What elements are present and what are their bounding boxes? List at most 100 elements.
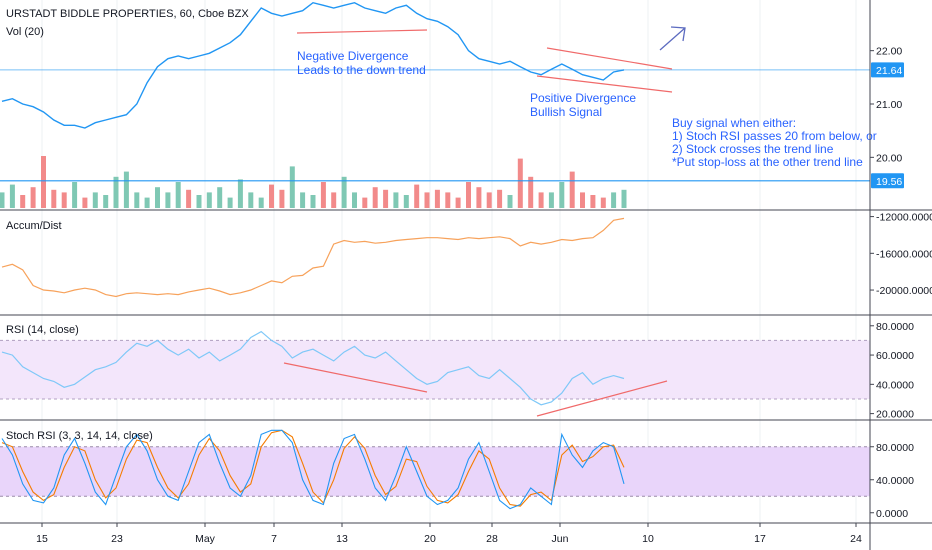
volume-bar [51,189,57,208]
y-tick-label: 40.0000 [876,379,914,391]
volume-bar [196,195,202,208]
annotation-negative-divergence-line1: Negative Divergence [297,49,409,63]
volume-bar [455,197,461,208]
stoch-rsi-k-line [1,429,625,510]
y-tick-label: -20000.0000 [876,285,932,297]
volume-bar [486,192,492,208]
stoch-rsi-title: Stoch RSI (3, 3, 14, 14, close) [6,430,153,442]
x-tick-label: 20 [424,533,436,545]
x-tick-label: 15 [36,533,48,545]
volume-bar [289,166,295,208]
volume-bar [393,192,399,208]
volume-bar [621,189,627,208]
y-tick-label: 20.00 [876,152,902,164]
volume-bar [538,192,544,208]
volume-bar [414,184,420,208]
stoch-rsi-band [0,446,870,497]
volume-bars [0,156,627,208]
volume-bar [92,192,98,208]
volume-bar [383,189,389,208]
volume-bar [569,171,575,208]
volume-bar [175,182,181,208]
y-tick-label: 80.0000 [876,442,914,454]
annotation-buy-signal-line2: 1) Stoch RSI passes 20 from below, or [672,129,877,143]
rsi-title: RSI (14, close) [6,324,79,336]
y-tick-label: 80.0000 [876,321,914,333]
volume-bar [186,189,192,208]
rsi-trend-line-up [536,380,668,417]
trend-line-top-resistance [296,29,428,34]
price-series-line [1,1,625,129]
volume-bar [331,192,337,208]
volume-bar [103,195,109,208]
y-tick-label: -12000.0000 [876,212,932,224]
grid [41,0,857,523]
volume-bar [517,158,523,208]
annotation-negative-divergence-line2: Leads to the down trend [297,63,426,77]
volume-bar [206,192,212,208]
annotation-buy-signal-line1: Buy signal when either: [672,116,796,130]
volume-bar [248,192,254,208]
volume-bar [445,192,451,208]
volume-bar [9,184,15,208]
annotation-positive-divergence-line2: Bullish Signal [530,105,602,119]
y-tick-label: 22.00 [876,46,902,58]
x-tick-label: May [195,533,216,545]
volume-bar [590,195,596,208]
rsi-band [0,340,870,399]
accum-dist-pane: Accum/Dist [1,217,625,298]
volume-bar [123,171,129,208]
volume-bar [144,197,150,208]
y-tick-label: 60.0000 [876,350,914,362]
x-tick-label: 10 [642,533,654,545]
volume-bar [134,192,140,208]
volume-bar [310,195,316,208]
volume-bar [72,182,78,208]
rsi-pane: RSI (14, close) [0,324,870,417]
volume-bar [372,187,378,208]
x-tick-label: 24 [850,533,862,545]
price-pane: URSTADT BIDDLE PROPERTIES, 60, Cboe BZX … [0,1,877,208]
volume-bar [548,192,554,208]
volume-bar [580,192,585,208]
up-arrow-icon [659,26,686,51]
volume-bar [424,192,430,208]
rsi-line [1,330,625,406]
volume-bar [497,189,503,208]
volume-bar [611,192,617,208]
x-axis: 15 23 May 7 13 20 28 Jun 10 17 24 [36,523,862,545]
volume-bar [82,197,88,208]
volume-bar [434,189,440,208]
x-tick-label: 28 [486,533,498,545]
y-tick-label: 20.0000 [876,409,914,421]
volume-bar [155,187,160,208]
volume-label: Vol (20) [6,26,44,38]
price-pane-title: URSTADT BIDDLE PROPERTIES, 60, Cboe BZX [6,8,249,20]
volume-bar [227,197,233,208]
stoch-rsi-pane: Stoch RSI (3, 3, 14, 14, close) [0,429,870,510]
annotation-buy-signal-line3: 2) Stock crosses the trend line [672,142,834,156]
volume-bar [217,187,223,208]
volume-bar [320,182,326,208]
y-tick-label: 40.0000 [876,475,914,487]
volume-bar [279,189,285,208]
annotation-buy-signal-line4: *Put stop-loss at the other trend line [672,155,863,169]
volume-bar [476,187,482,208]
volume-bar [258,197,264,208]
y-tick-label: 0.0000 [876,508,908,520]
rsi-trend-line-down [283,362,428,393]
volume-bar [352,192,357,208]
volume-bar [237,179,243,208]
annotation-positive-divergence-line1: Positive Divergence [530,91,636,105]
x-tick-label: 13 [336,533,348,545]
svg-text:19.56: 19.56 [876,176,902,188]
accum-dist-title: Accum/Dist [6,220,62,232]
volume-bar [362,197,368,208]
x-tick-label: 17 [754,533,766,545]
svg-text:21.64: 21.64 [876,65,902,77]
y-axis: 22.00 21.00 20.00 -12000.0000 -16000.0000 -20… [870,46,932,520]
volume-bar [528,176,534,208]
accum-dist-line [1,217,625,298]
volume-bar [30,187,36,208]
